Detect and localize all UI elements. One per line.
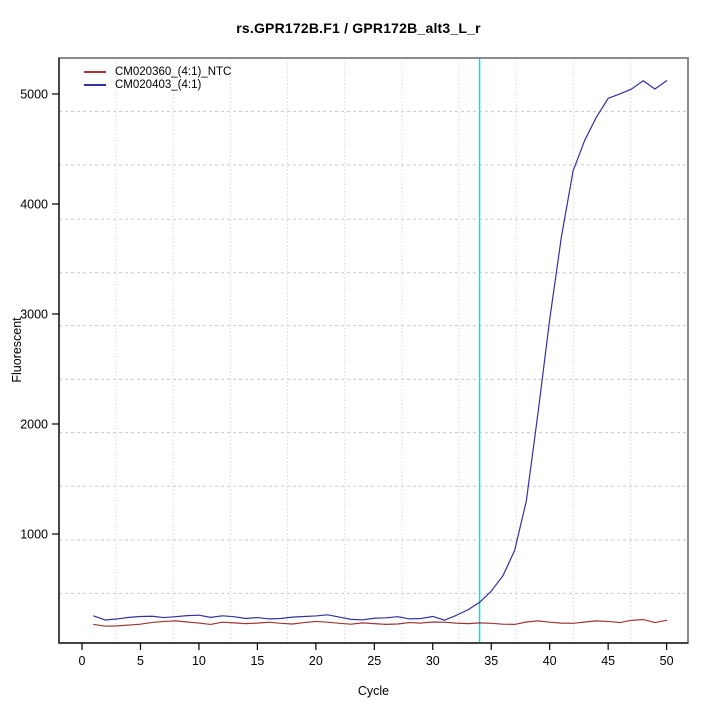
y-tick-label: 4000 xyxy=(20,197,48,211)
legend-label-sample: CM020403_(4:1) xyxy=(115,78,202,91)
y-tick-label: 1000 xyxy=(20,527,48,541)
legend-label-ntc: CM020360_(4:1)_NTC xyxy=(115,65,232,78)
series-curve-1 xyxy=(93,80,668,621)
legend-item-ntc: CM020360_(4:1)_NTC xyxy=(84,65,231,78)
x-tick-label: 45 xyxy=(601,654,615,668)
x-tick-label: 25 xyxy=(367,654,381,668)
legend-line-sample-sample xyxy=(84,83,106,86)
x-tick-label: 5 xyxy=(137,654,144,668)
x-tick-label: 40 xyxy=(543,654,557,668)
y-tick-label: 3000 xyxy=(20,307,48,321)
x-tick-label: 30 xyxy=(426,654,440,668)
x-tick-label: 20 xyxy=(309,654,323,668)
x-tick-label: 15 xyxy=(250,654,264,668)
plot-frame xyxy=(58,57,689,644)
legend: CM020360_(4:1)_NTC CM020403_(4:1) xyxy=(84,65,231,91)
x-tick-label: 0 xyxy=(79,654,86,668)
x-tick-label: 10 xyxy=(192,654,206,668)
y-tick-label: 2000 xyxy=(20,417,48,431)
x-tick-label: 35 xyxy=(484,654,498,668)
legend-line-sample-ntc xyxy=(84,70,106,73)
x-axis-label: Cycle xyxy=(357,684,390,698)
plot-title: rs.GPR172B.F1 / GPR172B_alt3_L_r xyxy=(236,20,481,36)
x-tick-label: 50 xyxy=(660,654,674,668)
y-tick-label: 5000 xyxy=(20,87,48,101)
series-curve-0 xyxy=(93,618,668,627)
legend-item-sample: CM020403_(4:1) xyxy=(84,78,231,91)
